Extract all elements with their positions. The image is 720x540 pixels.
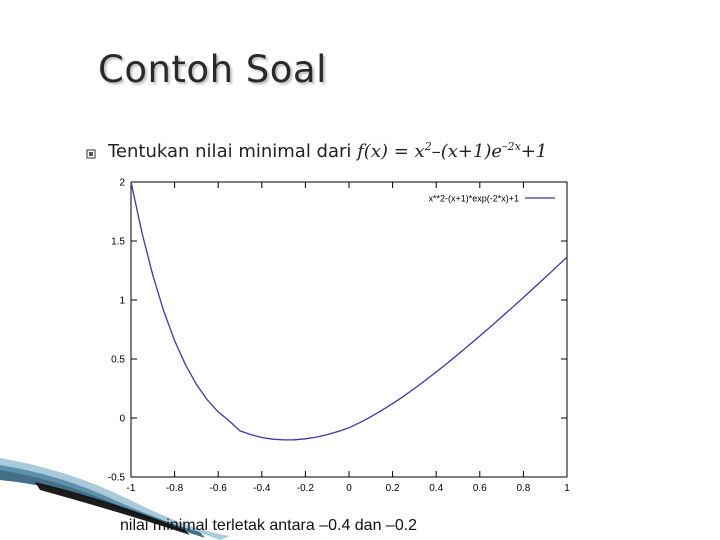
y-tick-label: 0.5 — [111, 355, 125, 366]
y-tick-label: 2 — [119, 178, 125, 189]
y-tick-label: 0 — [119, 414, 125, 425]
x-tick-label: -0.4 — [253, 483, 271, 494]
x-tick-label: 0.2 — [386, 483, 400, 494]
y-tick-label: 1.5 — [111, 237, 125, 248]
slide-title: Contoh Soal — [98, 48, 327, 91]
x-tick-label: -0.6 — [210, 483, 228, 494]
x-tick-label: 0 — [346, 483, 352, 494]
x-tick-label: -0.8 — [166, 483, 184, 494]
series-line — [130, 181, 568, 441]
formula-main: f(x) = x — [357, 141, 425, 162]
question-prefix: Tentukan nilai minimal dari — [108, 141, 358, 162]
formula-square: 2 — [424, 140, 432, 153]
y-tick-label: 1 — [119, 296, 125, 307]
x-tick-label: 1 — [564, 483, 570, 494]
x-tick-label: 0.6 — [473, 483, 487, 494]
y-tick-label: -0.5 — [108, 473, 126, 484]
conclusion-caption: nilai minimal terletak antara –0.4 dan –… — [120, 517, 418, 534]
x-tick-label: -1 — [127, 483, 136, 494]
formula: f(x) = x2–(x+1)e–2x+1 — [357, 140, 548, 162]
decorative-swoosh — [0, 458, 230, 540]
plot-frame — [130, 181, 568, 478]
x-tick-label: 0.8 — [516, 483, 530, 494]
legend-label: x**2-(x+1)*exp(-2*x)+1 — [428, 194, 519, 204]
formula-mid: –(x+1)e — [431, 141, 503, 162]
question-text: Tentukan nilai minimal dari f(x) = x2–(x… — [108, 140, 547, 162]
formula-end: +1 — [520, 141, 548, 162]
bullet-square-icon — [86, 149, 96, 159]
formula-exponent: –2x — [502, 140, 521, 153]
x-tick-label: -0.2 — [297, 483, 315, 494]
function-plot: -1 -0.8 -0.6 -0.4 -0.2 0 0.2 0.4 0.6 0.8 1 -0.5 0 0.5… — [108, 178, 570, 495]
x-tick-label: 0.4 — [429, 483, 443, 494]
